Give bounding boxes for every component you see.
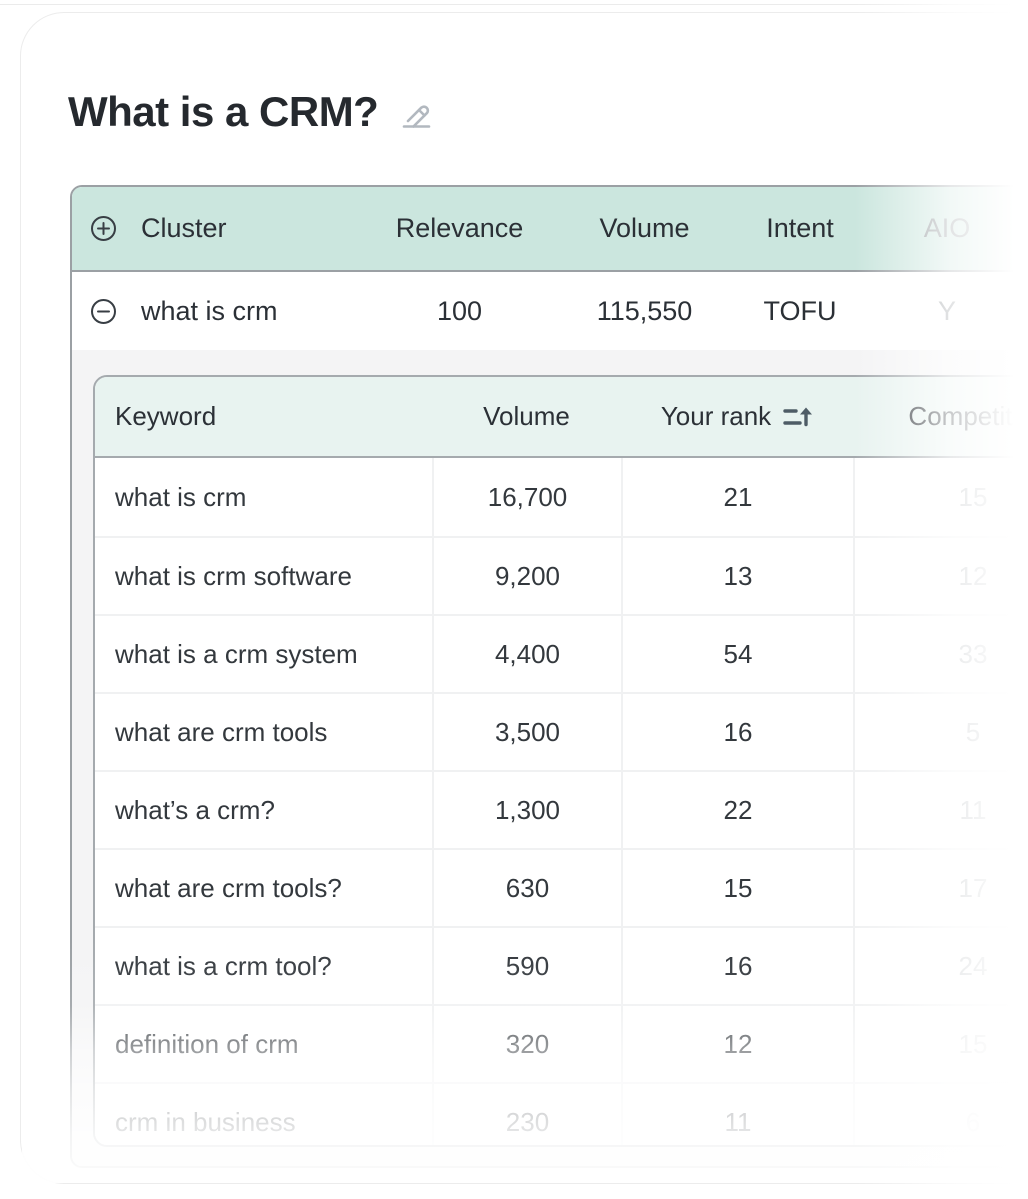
- volume-cell: 16,700: [432, 458, 621, 536]
- competitor-cell: 15: [853, 458, 1028, 536]
- divider: [0, 4, 1028, 5]
- volume-column-header: Volume: [599, 213, 690, 243]
- keyword-cell: crm in business: [115, 1106, 296, 1137]
- keyword-table-row[interactable]: what is crm software 9,200 13 12: [95, 536, 1028, 614]
- your-rank-cell: 21: [621, 458, 853, 536]
- competitor-cell: 24: [853, 928, 1028, 1004]
- competitor-cell: 12: [853, 538, 1028, 614]
- volume-cell: 1,300: [432, 772, 621, 848]
- cluster-table: Cluster Relevance Volume Intent AIO what…: [70, 185, 1028, 1168]
- cluster-header-label: Cluster: [141, 213, 227, 243]
- keyword-table-row[interactable]: definition of crm 320 12 15: [95, 1004, 1028, 1082]
- volume-cell: 3,500: [432, 694, 621, 770]
- relevance-value: 100: [436, 295, 483, 326]
- your-rank-cell: 16: [621, 694, 853, 770]
- cluster-row[interactable]: what is crm 100 115,550 TOFU Y: [72, 272, 1028, 350]
- volume-cell: 630: [432, 850, 621, 926]
- your-rank-cell: 54: [621, 616, 853, 692]
- your-rank-cell: 12: [621, 1006, 853, 1082]
- keyword-table-header: Keyword Volume Your rank Competitor: [95, 377, 1028, 458]
- keyword-table: Keyword Volume Your rank Competitor: [93, 375, 1028, 1147]
- keyword-table-body: what is crm 16,700 21 15 what is crm sof…: [95, 458, 1028, 1145]
- keyword-cell: what is a crm system: [115, 638, 358, 669]
- keyword-cell: definition of crm: [115, 1028, 299, 1059]
- your-rank-column-header[interactable]: Your rank: [621, 401, 853, 432]
- expanded-cluster-area: Keyword Volume Your rank Competitor: [72, 350, 1028, 1166]
- keyword-column-header: Keyword: [115, 401, 217, 431]
- keyword-cell: what’s a crm?: [115, 794, 275, 825]
- cluster-table-header: Cluster Relevance Volume Intent AIO: [72, 187, 1028, 272]
- volume-cell: 320: [432, 1006, 621, 1082]
- keyword-table-row[interactable]: what’s a crm? 1,300 22 11: [95, 770, 1028, 848]
- cluster-column-header: Cluster: [72, 213, 372, 244]
- competitor-cell: 6: [853, 1084, 1028, 1145]
- volume-value: 115,550: [596, 295, 693, 326]
- cluster-name: what is crm: [141, 295, 278, 326]
- your-rank-cell: 22: [621, 772, 853, 848]
- keyword-table-row[interactable]: what is crm 16,700 21 15: [95, 458, 1028, 536]
- cluster-cell: what is crm: [72, 296, 372, 327]
- competitor-cell: 5: [853, 694, 1028, 770]
- keyword-table-row[interactable]: what is a crm system 4,400 54 33: [95, 614, 1028, 692]
- intent-column-header: Intent: [766, 213, 834, 243]
- page-title: What is a CRM?: [68, 88, 434, 136]
- keyword-table-row[interactable]: what are crm tools 3,500 16 5: [95, 692, 1028, 770]
- keyword-table-row[interactable]: what are crm tools? 630 15 17: [95, 848, 1028, 926]
- competitor-cell: 17: [853, 850, 1028, 926]
- competitor-cell: 33: [853, 616, 1028, 692]
- keyword-cell: what is crm software: [115, 560, 352, 591]
- competitor-cell: 11: [853, 772, 1028, 848]
- minus-circle-icon[interactable]: [90, 298, 117, 325]
- your-rank-cell: 13: [621, 538, 853, 614]
- page-title-text: What is a CRM?: [68, 88, 379, 135]
- sort-ascending-icon[interactable]: [783, 403, 813, 430]
- volume-cell: 4,400: [432, 616, 621, 692]
- volume-column-header: Volume: [483, 401, 570, 431]
- keyword-table-row[interactable]: what is a crm tool? 590 16 24: [95, 926, 1028, 1004]
- plus-circle-icon[interactable]: [90, 215, 117, 242]
- competitor-cell: 15: [853, 1006, 1028, 1082]
- keyword-cell: what is a crm tool?: [115, 950, 332, 981]
- keyword-cell: what are crm tools?: [115, 872, 342, 903]
- relevance-column-header: Relevance: [395, 213, 524, 243]
- your-rank-header-label: Your rank: [660, 401, 772, 431]
- competitor-column-header: Competitor: [908, 401, 1028, 431]
- keyword-cell: what are crm tools: [115, 716, 328, 747]
- your-rank-cell: 15: [621, 850, 853, 926]
- keyword-table-row[interactable]: crm in business 230 11 6: [95, 1082, 1028, 1145]
- volume-cell: 9,200: [432, 538, 621, 614]
- keyword-cell: what is crm: [115, 481, 247, 512]
- your-rank-cell: 16: [621, 928, 853, 1004]
- volume-cell: 230: [432, 1084, 621, 1145]
- intent-value: TOFU: [763, 295, 837, 326]
- volume-cell: 590: [432, 928, 621, 1004]
- aio-column-header: AIO: [923, 213, 971, 243]
- edit-pencil-icon[interactable]: [398, 96, 434, 132]
- your-rank-cell: 11: [621, 1084, 853, 1145]
- aio-value: Y: [937, 295, 956, 326]
